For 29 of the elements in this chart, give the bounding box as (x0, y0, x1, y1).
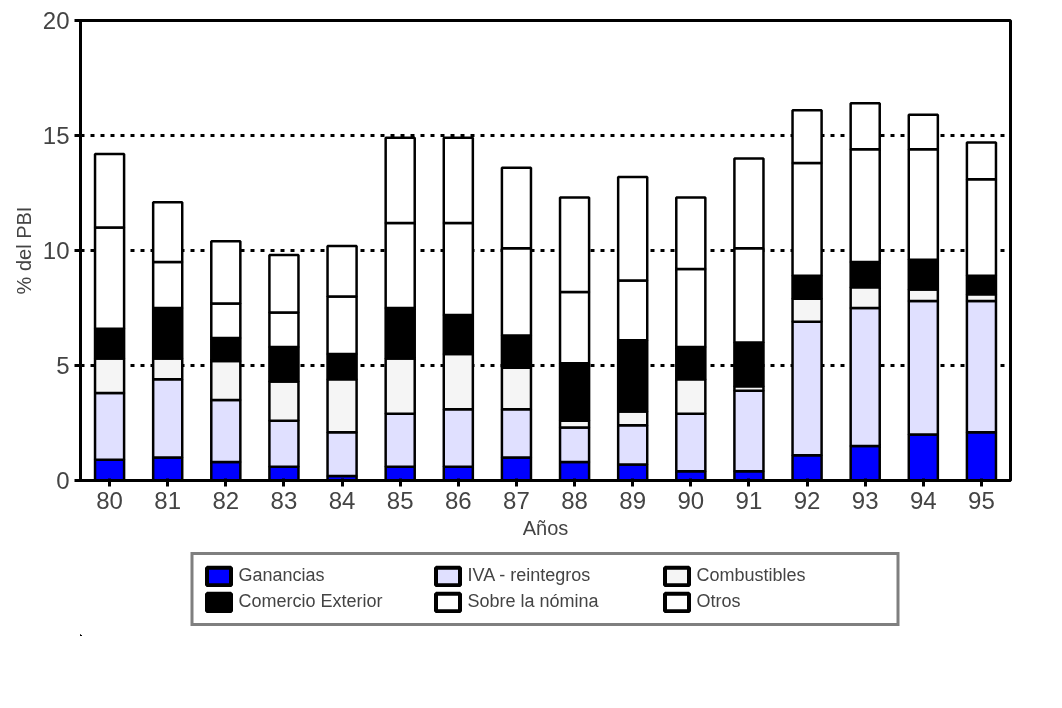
y-tick-label: 0 (56, 467, 70, 494)
legend-label: Sobre la nómina (467, 590, 600, 613)
x-tick-label: 94 (909, 486, 937, 514)
x-tick-label: 83 (270, 486, 298, 514)
x-tick-label: 82 (212, 486, 240, 514)
y-tick-label: 20 (42, 7, 70, 34)
legend-label: Combustibles (696, 564, 807, 587)
x-tick-label: 80 (96, 486, 123, 514)
x-tick-label: 90 (677, 486, 705, 514)
y-tick-label: 5 (56, 352, 70, 379)
x-tick-label: 92 (793, 486, 821, 514)
x-axis-title: Años (522, 516, 569, 539)
x-tick-label: 88 (561, 486, 588, 514)
x-tick-label: 85 (386, 486, 414, 514)
y-axis-title: % del PBI (12, 206, 35, 295)
legend-label: Comercio Exterior (238, 590, 384, 613)
x-tick-label: 91 (735, 486, 763, 514)
x-tick-label: 95 (968, 486, 995, 514)
x-tick-label: 84 (328, 486, 356, 514)
legend-label: IVA - reintegros (467, 564, 592, 587)
y-tick-label: 15 (42, 122, 70, 149)
x-tick-label: 81 (154, 486, 182, 514)
legend-label: Ganancias (238, 564, 326, 587)
x-tick-label: 86 (444, 486, 472, 514)
x-tick-label: 89 (619, 486, 647, 514)
y-tick-label: 10 (42, 237, 70, 264)
x-tick-label: 93 (851, 486, 879, 514)
legend-label: Otros (696, 590, 742, 613)
x-tick-label: 87 (503, 486, 530, 514)
